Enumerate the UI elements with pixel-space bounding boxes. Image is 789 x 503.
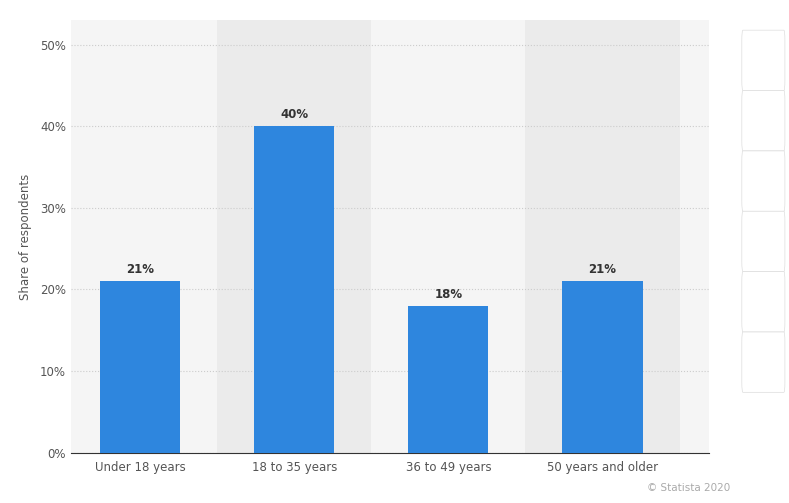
- Bar: [408, 306, 488, 453]
- FancyBboxPatch shape: [742, 30, 785, 91]
- FancyBboxPatch shape: [742, 151, 785, 211]
- Y-axis label: Share of respondents: Share of respondents: [19, 174, 32, 299]
- FancyBboxPatch shape: [742, 332, 785, 392]
- FancyBboxPatch shape: [742, 211, 785, 272]
- Text: 21%: 21%: [589, 264, 616, 277]
- Bar: [254, 126, 335, 453]
- FancyBboxPatch shape: [742, 91, 785, 151]
- Bar: [100, 281, 180, 453]
- Text: 18%: 18%: [434, 288, 462, 301]
- Text: 40%: 40%: [280, 108, 308, 121]
- Text: © Statista 2020: © Statista 2020: [646, 483, 730, 493]
- FancyBboxPatch shape: [525, 20, 679, 453]
- Text: 21%: 21%: [126, 264, 154, 277]
- FancyBboxPatch shape: [217, 20, 372, 453]
- Bar: [563, 281, 642, 453]
- FancyBboxPatch shape: [742, 272, 785, 332]
